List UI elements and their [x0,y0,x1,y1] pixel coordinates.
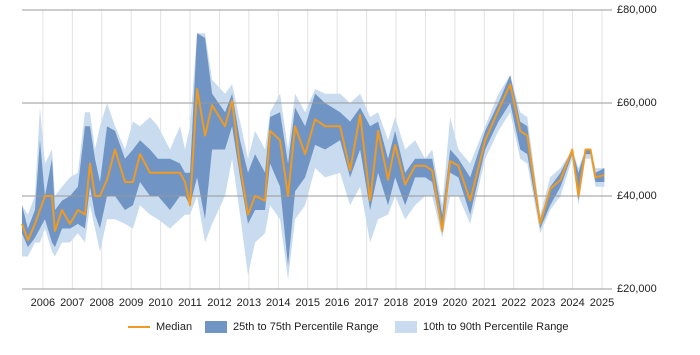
x-tick-label: 2017 [354,297,378,309]
percentile-band [22,33,605,280]
x-tick-label: 2023 [531,297,555,309]
y-tick-label: £20,000 [617,283,657,295]
y-tick-label: £40,000 [617,190,657,202]
x-tick-label: 2013 [237,297,261,309]
x-tick-label: 2010 [148,297,172,309]
x-tick-label: 2024 [560,297,584,309]
x-tick-label: 2012 [207,297,231,309]
x-tick-label: 2014 [266,297,290,309]
legend-label: 10th to 90th Percentile Range [423,321,569,333]
median-line [21,83,605,242]
x-tick-label: 2025 [590,297,614,309]
legend-swatch [205,321,227,333]
x-tick-label: 2018 [384,297,408,309]
x-tick-label: 2011 [178,297,202,309]
x-tick-label: 2016 [325,297,349,309]
x-tick-label: 2021 [472,297,496,309]
y-tick-label: £60,000 [617,97,657,109]
x-tick-label: 2008 [90,297,114,309]
x-tick-label: 2020 [443,297,467,309]
legend-label: Median [156,321,192,333]
y-tick-label: £80,000 [617,4,657,16]
legend-label: 25th to 75th Percentile Range [233,321,379,333]
x-tick-label: 2015 [295,297,319,309]
x-tick-label: 2009 [119,297,143,309]
legend-swatch [395,321,417,333]
x-tick-label: 2022 [501,297,525,309]
x-tick-label: 2006 [31,297,55,309]
percentile-band [22,33,605,266]
x-tick-label: 2007 [60,297,84,309]
x-tick-label: 2019 [413,297,437,309]
